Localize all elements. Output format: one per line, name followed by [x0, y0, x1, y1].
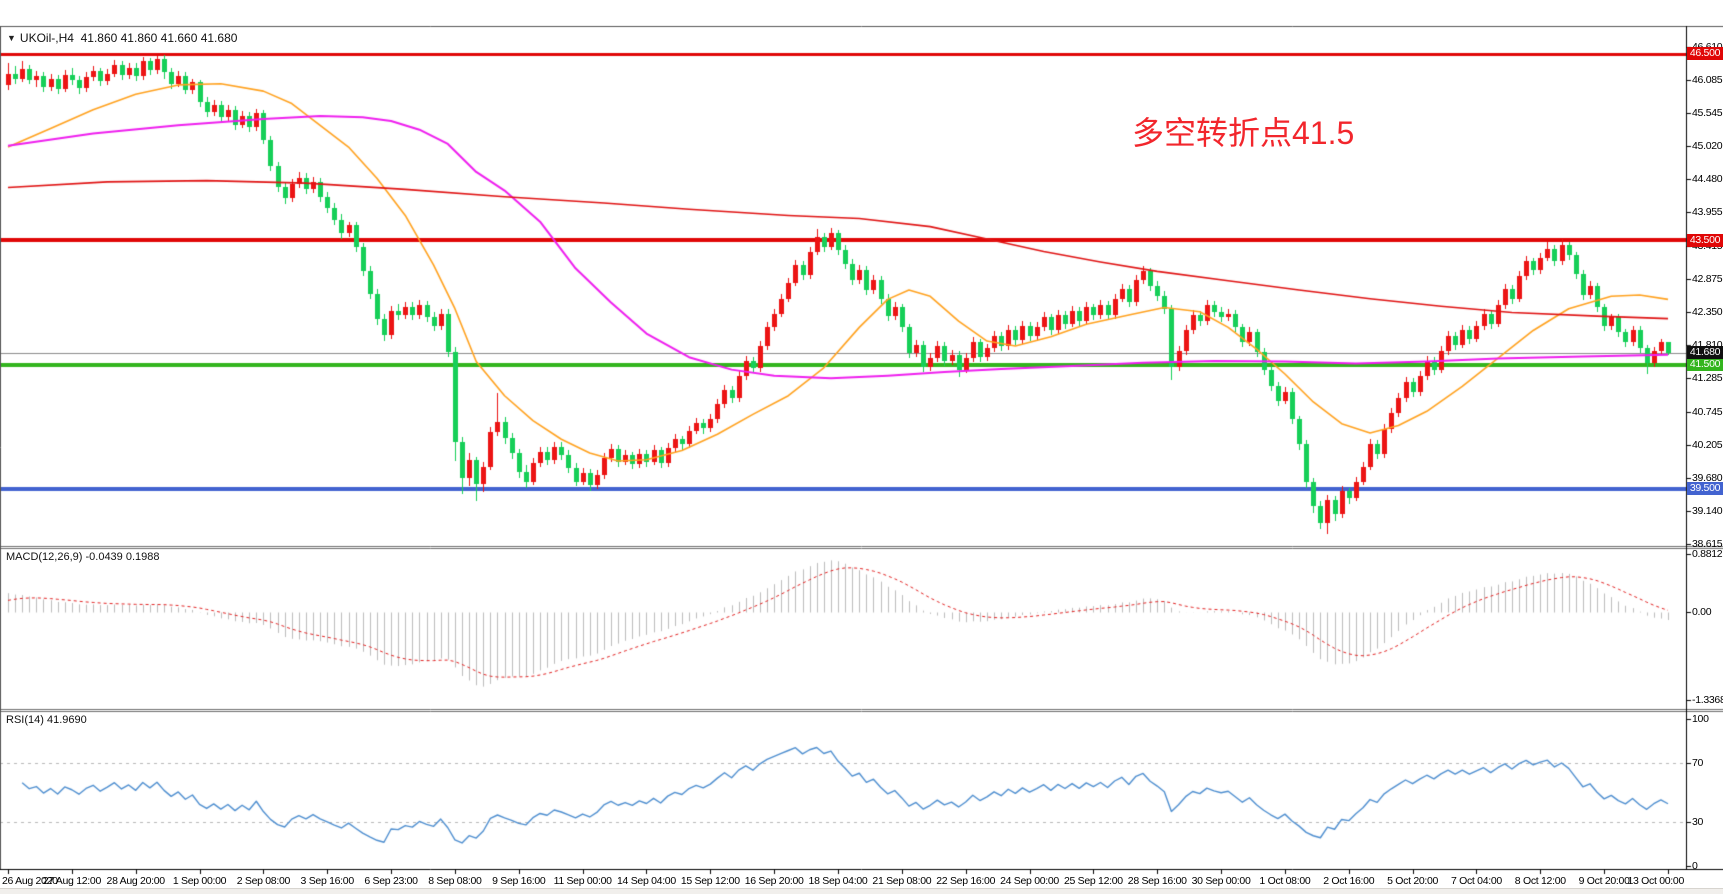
window-bottom-strip [0, 888, 1723, 894]
